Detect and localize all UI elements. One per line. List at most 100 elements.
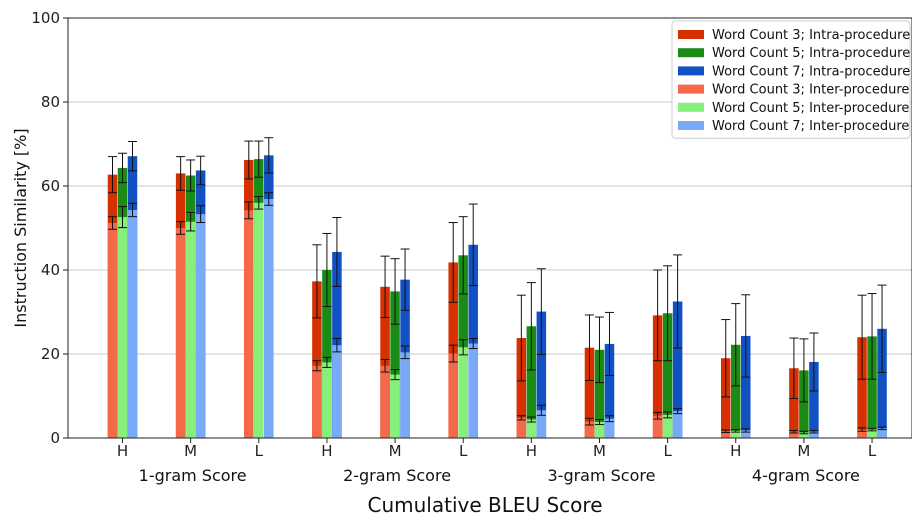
bar [380,365,390,438]
group-label: 1-gram Score [139,466,247,485]
bar [322,362,332,438]
legend-swatch [678,84,704,94]
legend-label: Word Count 7; Intra-procedure [712,64,910,79]
x-tick-label: M [389,442,402,460]
x-tick-label: M [184,442,197,460]
y-tick-label: 60 [41,177,60,195]
bar [584,421,595,438]
bar [322,270,332,438]
legend-swatch [678,48,704,58]
bar [312,281,322,438]
bar [857,429,867,438]
bar [652,415,663,438]
x-tick-label: H [730,442,741,460]
bar [652,315,663,438]
legend-label: Word Count 7; Inter-procedure [712,119,909,134]
legend-label: Word Count 3; Inter-procedure [712,83,909,98]
legend-label: Word Count 5; Inter-procedure [712,101,909,116]
x-tick-label: H [321,442,332,460]
bar [662,414,673,438]
legend: Word Count 3; Intra-procedure Word Count … [671,20,911,139]
y-tick-label: 0 [50,429,60,447]
legend-swatch [678,66,704,76]
bar [741,430,751,438]
legend-label: Word Count 5; Intra-procedure [712,46,910,61]
plot-frame [67,17,912,439]
bar [662,313,673,438]
bar [244,210,254,438]
group-label: 2-gram Score [343,466,451,485]
bar [799,370,809,438]
legend-box [671,20,911,139]
bar [604,343,615,438]
bar [857,337,867,438]
bar [526,419,537,438]
y-tick-label: 80 [41,93,60,111]
bar [731,430,741,438]
legend-swatch [678,121,704,130]
x-tick-label: H [117,442,128,460]
bar [867,429,877,438]
x-tick-label: M [593,442,606,460]
bar [584,347,595,438]
bars [107,155,887,438]
group-label: 4-gram Score [752,466,860,485]
x-tick-label: L [868,442,877,460]
x-tick-label: L [255,442,264,460]
bar [400,352,410,438]
bar [468,343,478,438]
bar [526,326,537,438]
bar [390,291,400,438]
legend-swatch [678,102,704,112]
bar [516,338,527,438]
bar [312,365,322,438]
bar [672,301,683,438]
group-label: 3-gram Score [547,466,655,485]
bar [536,311,547,438]
bar [799,432,809,438]
bar [117,217,128,438]
bar [721,431,731,438]
y-tick-label: 100 [31,9,60,27]
error-bars [108,137,887,435]
bar [731,344,741,438]
legend-label: Word Count 3; Intra-procedure [712,28,910,43]
bar [809,361,819,438]
bar [127,209,138,438]
bar [741,335,751,438]
y-axis: 0 20 40 60 80 100 [31,9,68,447]
bar [672,411,683,438]
legend-swatch [678,30,704,39]
bar [185,221,196,438]
bar [254,202,264,438]
bar [877,428,887,438]
bar [877,328,887,438]
bar [458,347,468,438]
x-tick-label: M [797,442,810,460]
y-tick-label: 40 [41,261,60,279]
y-axis-title: Instruction Similarity [%] [11,128,30,327]
bar [448,353,458,438]
bar [867,336,877,438]
bar [264,199,274,438]
x-axis: H M L H M L H M L H M L 1-gram Score 2-gram Score 3-gr… [117,438,877,485]
bar [107,222,118,438]
y-tick-label: 20 [41,345,60,363]
bar [175,228,186,438]
bar [536,410,547,438]
bar [594,349,605,438]
x-tick-label: L [459,442,468,460]
bar [390,374,400,438]
bar [604,418,615,438]
bar [516,417,527,438]
x-tick-label: H [526,442,537,460]
bar [594,422,605,438]
x-tick-label: L [663,442,672,460]
bar [789,431,799,438]
bar [195,214,206,438]
bar [721,358,731,438]
bar [332,345,342,438]
bar [789,368,799,438]
x-axis-title: Cumulative BLEU Score [367,493,602,515]
